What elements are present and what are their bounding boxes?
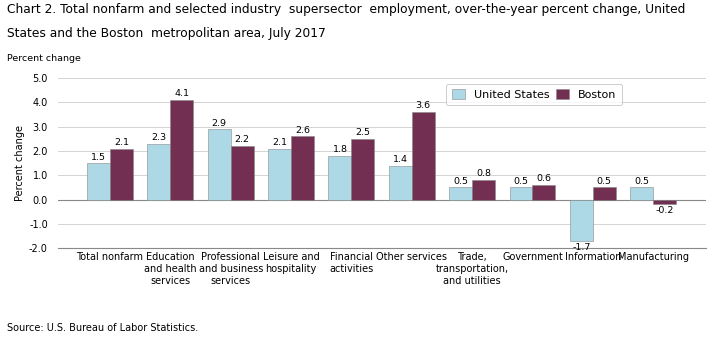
Bar (449, 187, 472, 200)
Bar (291, 136, 314, 200)
Bar (593, 187, 616, 200)
Text: 0.5: 0.5 (453, 177, 468, 186)
Text: 4.1: 4.1 (174, 89, 189, 98)
Text: Chart 2. Total nonfarm and selected industry  supersector  employment, over-the-: Chart 2. Total nonfarm and selected indu… (7, 3, 685, 16)
Bar (389, 166, 412, 200)
Text: 2.1: 2.1 (272, 138, 287, 147)
Y-axis label: Percent change: Percent change (15, 125, 24, 201)
Text: 0.5: 0.5 (513, 177, 528, 186)
Text: 1.4: 1.4 (393, 155, 408, 164)
Text: 0.6: 0.6 (536, 174, 552, 183)
Text: 3.6: 3.6 (415, 102, 431, 110)
Bar (653, 200, 676, 204)
Legend: United States, Boston: United States, Boston (446, 84, 622, 105)
Text: 2.2: 2.2 (235, 136, 250, 144)
Text: 2.6: 2.6 (295, 126, 310, 135)
Text: 2.9: 2.9 (212, 119, 227, 128)
Text: -0.2: -0.2 (655, 206, 674, 215)
Text: 2.3: 2.3 (151, 133, 166, 142)
Text: -1.7: -1.7 (572, 243, 590, 252)
Text: 1.8: 1.8 (333, 145, 348, 154)
Bar (171, 100, 193, 200)
Text: Source: U.S. Bureau of Labor Statistics.: Source: U.S. Bureau of Labor Statistics. (7, 323, 199, 333)
Text: 1.5: 1.5 (91, 153, 106, 162)
Text: 2.5: 2.5 (356, 128, 370, 137)
Bar (230, 146, 253, 200)
Bar (472, 180, 495, 200)
Bar (351, 139, 374, 200)
Text: States and the Boston  metropolitan area, July 2017: States and the Boston metropolitan area,… (7, 27, 326, 40)
Bar (268, 149, 291, 200)
Text: 0.5: 0.5 (634, 177, 649, 186)
Text: 0.5: 0.5 (597, 177, 612, 186)
Bar (570, 200, 593, 241)
Text: 2.1: 2.1 (114, 138, 129, 147)
Text: 0.8: 0.8 (476, 170, 491, 178)
Bar (630, 187, 653, 200)
Bar (110, 149, 133, 200)
Bar (412, 112, 435, 200)
Bar (87, 163, 110, 200)
Bar (208, 129, 230, 200)
Bar (328, 156, 351, 200)
Bar (510, 187, 533, 200)
Text: Percent change: Percent change (7, 54, 81, 63)
Bar (148, 144, 171, 200)
Bar (533, 185, 555, 200)
